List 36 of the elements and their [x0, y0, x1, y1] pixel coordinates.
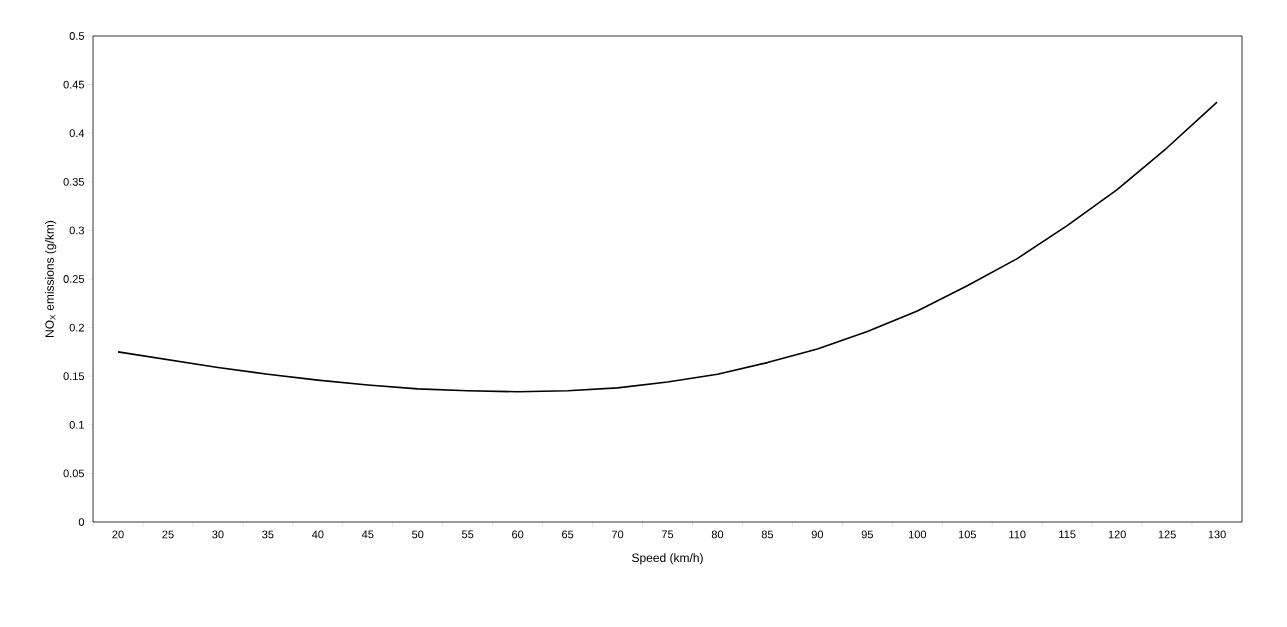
x-tick-label: 125 [1158, 530, 1176, 539]
x-tick-label: 20 [112, 530, 124, 539]
x-tick-label: 95 [861, 530, 873, 539]
x-tick-label: 30 [212, 530, 224, 539]
y-tick-label: 0.5 [69, 32, 85, 40]
y-tick-label: 0.2 [69, 323, 84, 332]
x-tick-label: 70 [612, 530, 624, 539]
x-tick-label: 80 [711, 530, 724, 539]
x-tick-label: 50 [412, 530, 424, 539]
y-tick-label: 0.1 [69, 420, 84, 429]
x-tick-label: 85 [761, 530, 774, 539]
y-tick-label: 0 [78, 518, 85, 526]
y-tick-label: 0.15 [63, 372, 85, 381]
x-tick-label: 60 [512, 530, 524, 539]
x-tick-label: 120 [1108, 530, 1126, 539]
x-tick-label: 35 [262, 530, 274, 539]
x-tick-label: 75 [661, 530, 674, 539]
y-axis-title: NO$_{X}$ emissions (g/km) [45, 220, 57, 337]
x-tick-label: 65 [562, 530, 574, 539]
y-tick-label: 0.3 [69, 226, 85, 235]
y-tick-label: 0.25 [63, 275, 85, 283]
x-axis-title: Speed (km/h) [632, 553, 703, 565]
y-tick-label: 0.4 [69, 129, 85, 138]
x-tick-label: 55 [462, 530, 474, 539]
y-tick-label: 0.35 [63, 177, 85, 186]
x-tick-label: 110 [1009, 530, 1026, 539]
y-tick-label: 0.05 [63, 469, 85, 478]
x-tick-label: 45 [361, 530, 374, 539]
y-tick-label: 0.45 [63, 80, 85, 89]
x-tick-label: 105 [958, 530, 976, 539]
x-tick-label: 40 [311, 530, 324, 539]
x-tick-label: 25 [162, 530, 174, 539]
x-tick-label: 90 [811, 530, 824, 539]
x-tick-label: 100 [908, 530, 927, 539]
x-tick-label: 130 [1208, 530, 1226, 539]
x-tick-label: 115 [1059, 530, 1076, 539]
